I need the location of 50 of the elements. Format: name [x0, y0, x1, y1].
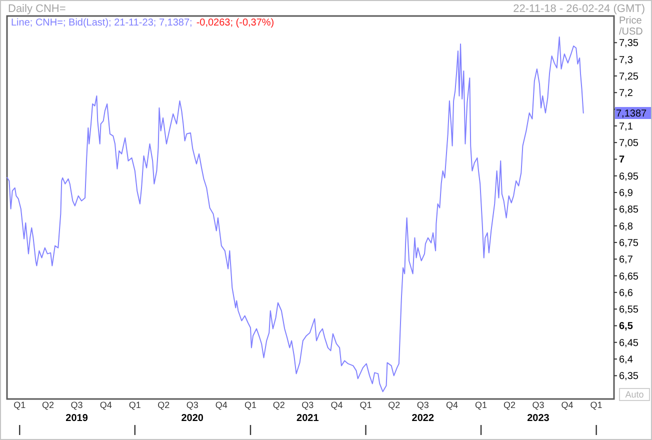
annotation: -0,0263; (-0,37%)	[196, 18, 274, 28]
y-tick-label: 6,5	[619, 321, 634, 332]
y-tick-label: 6,95	[619, 171, 639, 182]
x-tick-label: Q4	[100, 400, 112, 410]
x-tick-label: Q4	[446, 400, 458, 410]
y-tick-label: 6,55	[619, 304, 639, 316]
button: Auto	[619, 388, 650, 401]
x-tick-label: Q4	[330, 400, 343, 410]
y-tick-label: 6,8	[619, 221, 634, 232]
x-tick-label: Q3 2023	[527, 400, 550, 424]
x-tick-label: Q2	[42, 400, 54, 410]
y-tick-label: 6,35	[619, 371, 639, 382]
text: Line; CNH=; Bid(Last); 21-11-23; 7,1387;	[11, 18, 192, 28]
y-tick-label: 7,05	[619, 138, 639, 150]
x-tick-label: Q2	[388, 400, 400, 410]
y-tick-label: 7,35	[619, 38, 639, 50]
y-tick-label: 6,6	[619, 288, 634, 299]
y-tick-label: 6,9	[619, 188, 634, 200]
x-tick-label: Q1	[244, 400, 257, 410]
annotation: 7,1387	[616, 108, 648, 120]
y-tick-label: 7	[619, 154, 625, 166]
y-tick-label: 7,1	[619, 121, 634, 132]
x-tick-label: Q2	[503, 400, 516, 410]
chart-title: Daily CNH=	[8, 2, 66, 15]
x-tick-label: Q4	[561, 400, 574, 410]
y-axis-title: Price /USD	[619, 16, 643, 38]
y-tick-label: 6,65	[619, 271, 639, 282]
x-tick-label: Q4	[215, 400, 228, 410]
chart-subtitle: 22-11-18 - 26-02-24 (GMT)	[513, 2, 645, 15]
x-tick-label: Q2	[158, 400, 170, 410]
y-tick-label: 6,85	[619, 204, 639, 216]
x-tick-label: Q3 2021	[296, 400, 320, 424]
y-tick-label: 7,3	[619, 54, 634, 66]
x-tick-label: Q1	[128, 400, 141, 410]
x-tick-label: Q3 2019	[66, 400, 88, 424]
y-tick-label: 6,4	[619, 354, 634, 366]
y-tick-label: 7,2	[619, 88, 634, 100]
y-tick-label: 7,25	[619, 71, 639, 82]
y-tick-label: 6,45	[619, 338, 639, 349]
x-tick-label: Q3 2020	[181, 400, 204, 424]
line-series	[6, 36, 584, 392]
y-tick-label: 6,75	[619, 238, 639, 249]
x-tick-label: Q1	[360, 400, 372, 410]
x-tick-label: Q1	[14, 400, 26, 410]
y-tick-label: 6,7	[619, 254, 634, 266]
x-tick-label: Q3 2022	[412, 400, 434, 424]
x-tick-label: Q2	[272, 400, 285, 410]
x-tick-label: Q1	[590, 400, 602, 410]
price-tag: 7,1387	[615, 107, 651, 120]
x-tick-label: Q1	[475, 400, 488, 410]
